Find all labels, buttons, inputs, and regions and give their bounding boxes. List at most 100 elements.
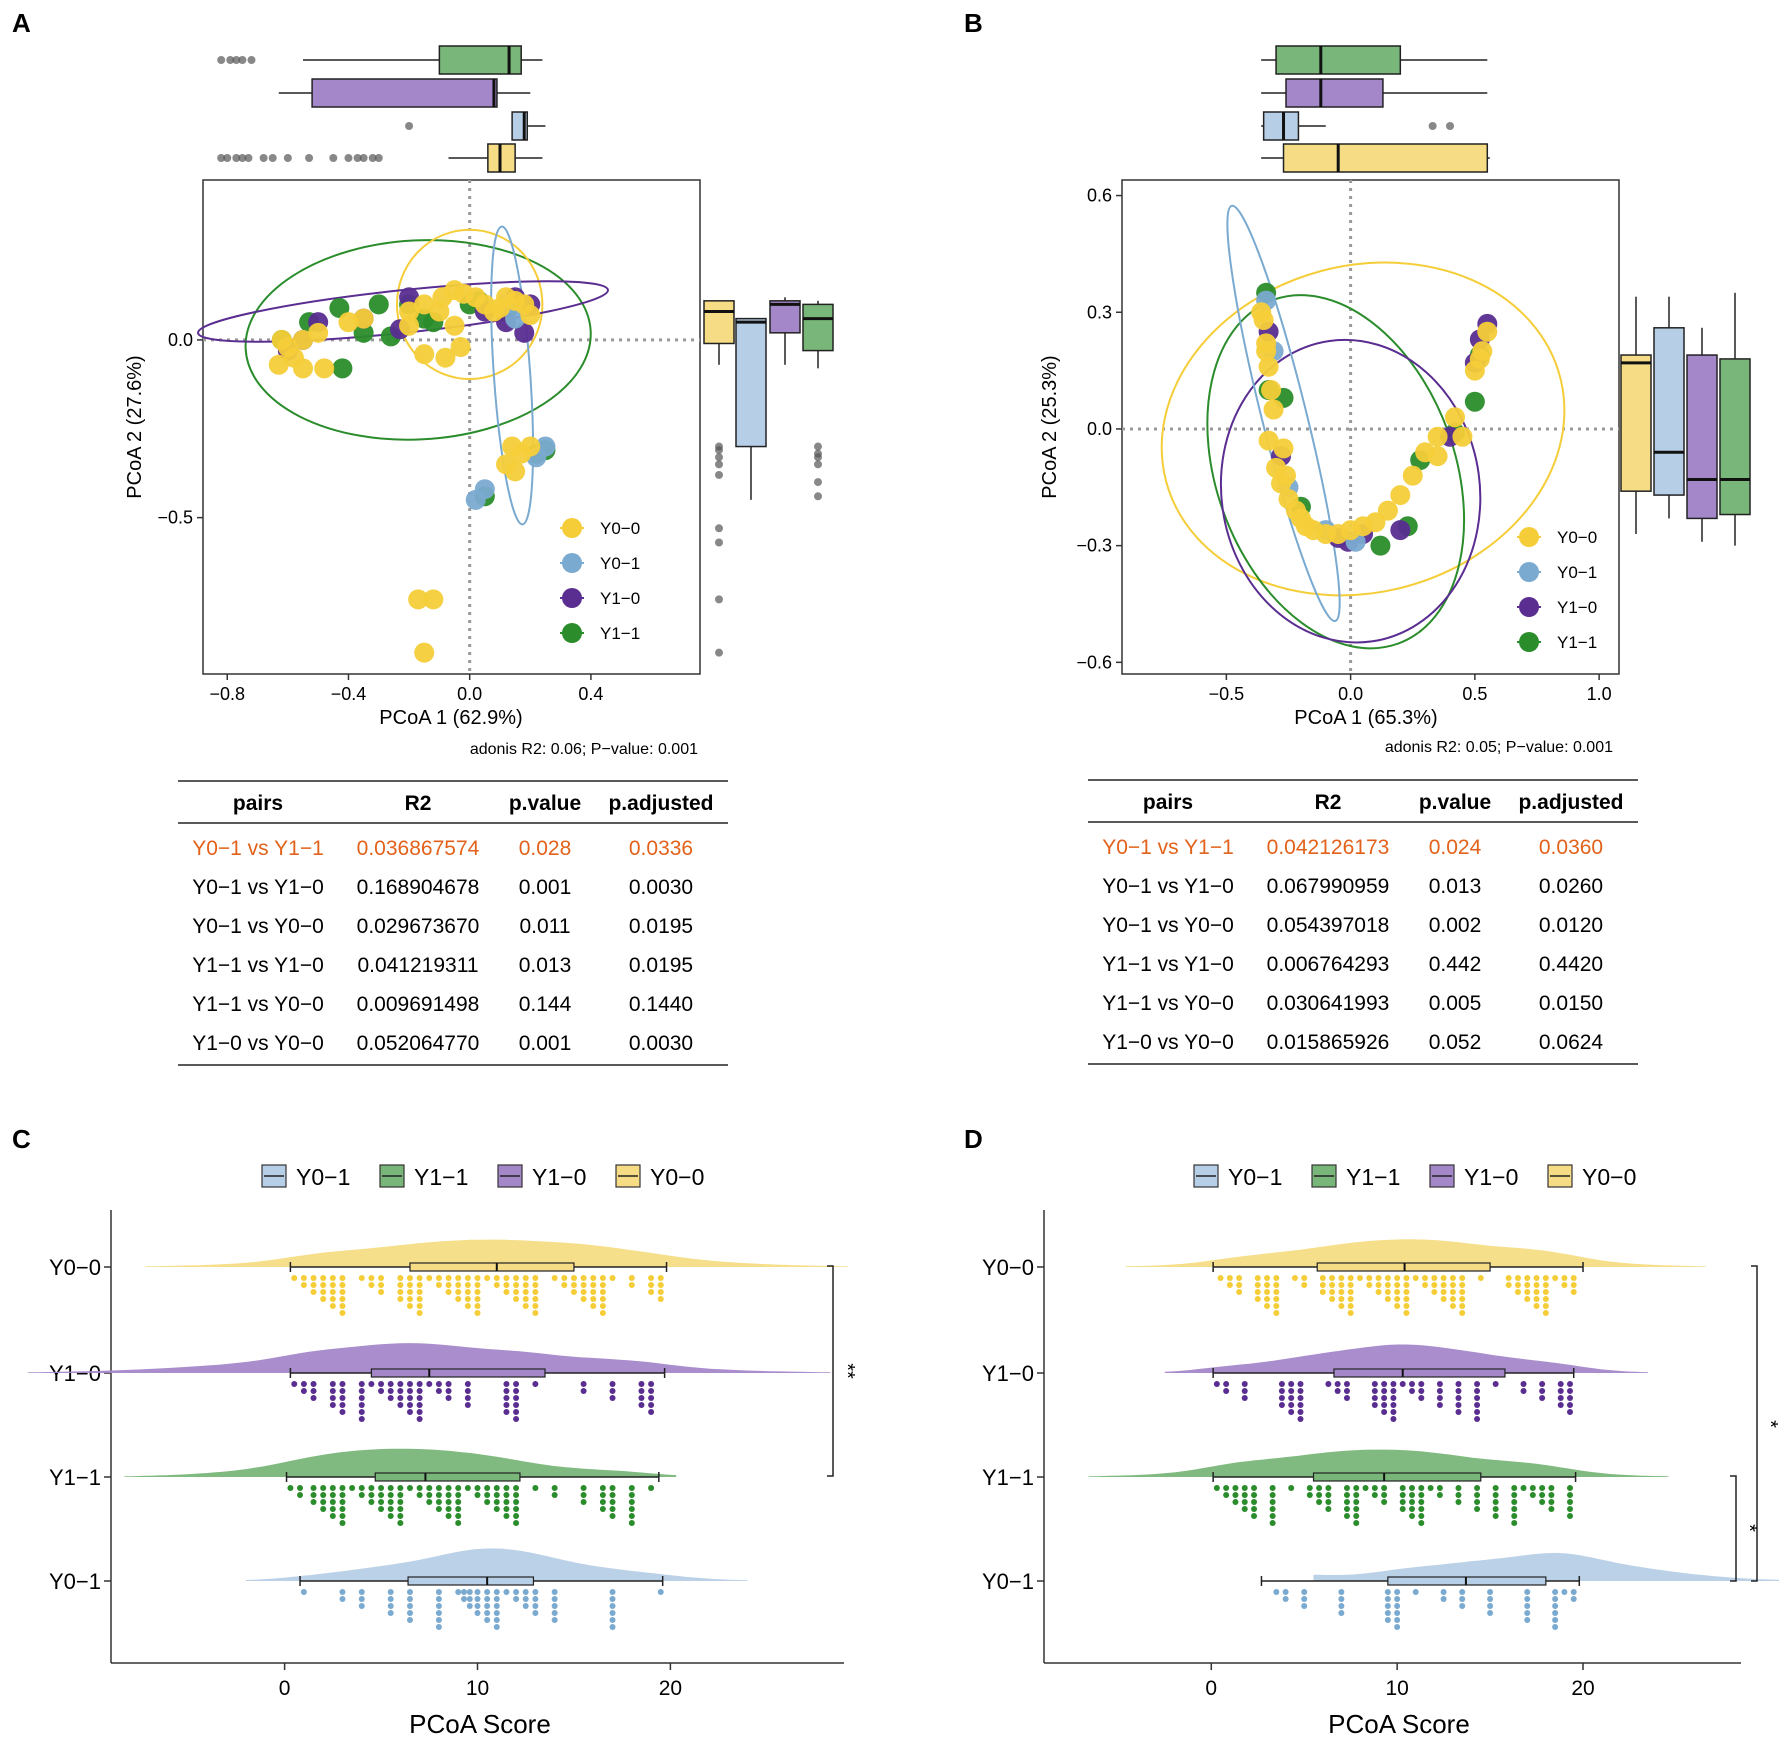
tableB-header-p.adjusted: p.adjusted	[1518, 791, 1623, 814]
panelD-dot-Y1-1	[1251, 1499, 1258, 1505]
panel-c-sig-label: **	[836, 1363, 858, 1379]
panelC-dot-Y0-0	[503, 1282, 510, 1288]
A-right-outlier-Y0-0	[715, 538, 723, 547]
panelD-dot-Y1-1	[1436, 1485, 1443, 1491]
panelD-dot-Y1-0	[1297, 1409, 1304, 1415]
tableB-cell: 0.052	[1429, 1031, 1482, 1054]
B-y-tick-label: 0.6	[1087, 186, 1112, 206]
tableA-header-p.adjusted: p.adjusted	[608, 792, 713, 815]
panelD-dot-Y1-0	[1455, 1402, 1462, 1408]
B-right-box-Y0-0	[1620, 354, 1652, 492]
panelD-dot-Y1-0	[1381, 1395, 1388, 1401]
panelC-dot-Y1-0	[387, 1388, 394, 1394]
panelD-dot-Y0-1	[1440, 1589, 1447, 1595]
panelC-dot-Y1-0	[397, 1395, 404, 1401]
panelC-dot-Y0-1	[493, 1603, 500, 1609]
panelC-dot-Y1-1	[474, 1492, 481, 1498]
panelD-dot-Y1-0	[1288, 1388, 1295, 1394]
panelC-density-Y1-0	[28, 1343, 831, 1373]
A-top-box-Y0-0	[487, 143, 516, 173]
panelC-dot-Y1-1	[484, 1492, 491, 1498]
panelD-dot-Y0-0	[1375, 1275, 1382, 1281]
panelC-dot-Y1-0	[445, 1388, 452, 1394]
panelC-dot-Y1-0	[638, 1395, 645, 1401]
panelC-dot-Y0-0	[339, 1282, 346, 1288]
A-point-Y1-1	[368, 294, 389, 315]
panelD-y-tick-label: Y1−1	[982, 1465, 1034, 1490]
tableA-cell: 0.011	[520, 915, 571, 938]
panelC-dot-Y0-1	[406, 1603, 413, 1609]
panelD-dot-Y1-1	[1418, 1520, 1425, 1526]
B-top-box-Y0-1	[1262, 111, 1300, 141]
A-top-outlier-Y0-0	[329, 154, 338, 162]
panelD-dot-Y0-0	[1384, 1296, 1391, 1302]
A-top-outlier-Y0-0	[217, 154, 226, 162]
panelC-dot-Y1-0	[378, 1388, 385, 1394]
panelC-dot-Y0-0	[426, 1275, 433, 1281]
panelC-dot-Y1-0	[513, 1416, 520, 1422]
panelD-dot-Y0-1	[1524, 1617, 1531, 1623]
panelC-dot-Y0-1	[435, 1617, 442, 1623]
panelC-dot-Y0-0	[522, 1282, 529, 1288]
B-point-Y0-0	[1258, 430, 1279, 451]
panelC-dot-Y1-0	[503, 1381, 510, 1387]
panelC-dot-Y1-1	[310, 1485, 317, 1491]
tableA-cell: 0.029673670	[357, 915, 480, 938]
panelC-dot-Y0-0	[522, 1275, 529, 1281]
panelD-dot-Y1-1	[1455, 1492, 1462, 1498]
panelD-dot-Y1-1	[1325, 1485, 1332, 1491]
panelC-dot-Y0-1	[406, 1617, 413, 1623]
A-top-outlier-Y0-0	[268, 154, 277, 162]
panelC-dot-Y0-0	[522, 1296, 529, 1302]
panelD-dot-Y1-1	[1418, 1506, 1425, 1512]
tableB-cell: 0.002	[1429, 914, 1482, 937]
panelC-dot-Y0-0	[320, 1282, 327, 1288]
panelD-dot-Y0-0	[1319, 1289, 1326, 1295]
A-right-outlier-Y1-1	[814, 460, 822, 469]
panelD-dot-Y1-0	[1474, 1388, 1481, 1394]
tableA-cell: Y1−1 vs Y1−0	[192, 954, 324, 977]
tableB-cell: 0.4420	[1539, 953, 1603, 976]
panelD-dot-Y1-0	[1557, 1388, 1564, 1394]
A-x-tick-label: 0.4	[578, 684, 603, 704]
A-top-outlier-Y0-0	[353, 154, 362, 162]
panelC-dot-Y1-0	[397, 1402, 404, 1408]
B-ellipse-Y1-0	[1219, 338, 1482, 644]
panelC-dot-Y1-0	[300, 1388, 307, 1394]
panelD-dot-Y0-1	[1394, 1624, 1401, 1630]
panelC-dot-Y0-1	[435, 1589, 442, 1595]
A-legend-label-Y0-1: Y0−1	[600, 554, 640, 573]
panelC-dot-Y0-1	[474, 1596, 481, 1602]
panelD-dot-Y1-1	[1548, 1485, 1555, 1491]
panelD-dot-Y0-1	[1384, 1603, 1391, 1609]
panelD-dot-Y1-0	[1288, 1395, 1295, 1401]
panelC-dot-Y0-0	[339, 1275, 346, 1281]
panelC-dot-Y0-0	[484, 1275, 491, 1281]
panelC-dot-Y0-0	[464, 1289, 471, 1295]
panelC-dot-Y0-0	[599, 1303, 606, 1309]
panelD-density-Y0-0	[1125, 1239, 1706, 1267]
panelD-dot-Y0-0	[1236, 1275, 1243, 1281]
panelC-dot-Y0-1	[387, 1596, 394, 1602]
panelC-dot-Y1-0	[406, 1402, 413, 1408]
panelC-dot-Y1-1	[320, 1492, 327, 1498]
panelC-dot-Y0-1	[493, 1589, 500, 1595]
A-legend-label-Y1-0: Y1−0	[600, 589, 640, 608]
panelD-dot-Y0-0	[1338, 1289, 1345, 1295]
panelC-dot-Y0-0	[474, 1303, 481, 1309]
panelC-dot-Y1-0	[358, 1409, 365, 1415]
panelD-dot-Y1-0	[1371, 1388, 1378, 1394]
panelD-dot-Y1-0	[1539, 1395, 1546, 1401]
panelD-dot-Y0-0	[1552, 1275, 1559, 1281]
tableA-cell: 0.144	[519, 993, 572, 1016]
B-point-Y0-0	[1427, 446, 1448, 467]
panel-label-b: B	[964, 8, 983, 38]
panelD-dot-Y0-0	[1514, 1289, 1521, 1295]
panelC-dot-Y1-1	[580, 1499, 587, 1505]
panelD-density-Y1-1	[1088, 1449, 1669, 1477]
panelC-dot-Y1-0	[609, 1388, 616, 1394]
panelD-dot-Y1-0	[1390, 1409, 1397, 1415]
panelD-dot-Y0-0	[1514, 1275, 1521, 1281]
A-y-tick-label: 0.0	[168, 330, 193, 350]
panel-label-d: D	[964, 1124, 983, 1154]
